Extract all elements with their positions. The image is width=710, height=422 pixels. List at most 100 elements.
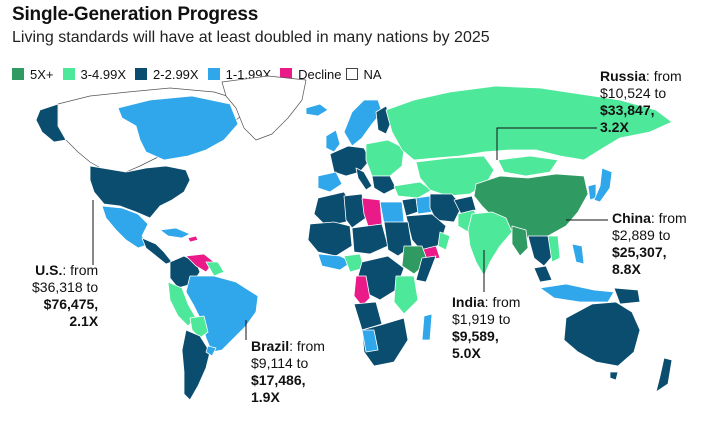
legend-label-2x: 2-2.99X: [153, 66, 199, 82]
callout-us-multiple: 2.1X: [69, 313, 99, 329]
region-brazil: [185, 275, 259, 353]
region-turkey: [393, 181, 433, 199]
region-niger-chad: [351, 223, 389, 255]
callout-brazil-multiple: 1.9X: [251, 389, 280, 405]
chart-title: Single-Generation Progress: [12, 4, 259, 25]
callout-china-to-value: $25,307,: [612, 244, 667, 260]
region-iberia: [317, 171, 343, 193]
callout-russia-to-value: $33,847,: [600, 102, 655, 118]
callout-brazil-from: : from: [289, 338, 325, 354]
region-japan: [593, 167, 613, 203]
callout-india-from: : from: [484, 294, 521, 310]
region-new-guinea: [613, 287, 641, 305]
region-philippines: [571, 243, 585, 265]
callout-russia-name: Russia: [600, 68, 646, 84]
region-malaysia: [533, 265, 553, 283]
callout-india-name: India: [452, 294, 485, 310]
callout-russia: Russia: from $10,524 to $33,847, 3.2X: [600, 68, 682, 136]
callout-us-from: : from: [62, 262, 99, 278]
region-italy: [355, 167, 373, 191]
callout-china-name: China: [612, 210, 651, 226]
region-namibia: [361, 329, 379, 353]
legend-item-decline: Decline: [280, 66, 342, 82]
callout-russia-from-value: $10,524 to: [600, 85, 667, 101]
region-east-europe: [365, 139, 405, 177]
region-arctic-islands: [117, 95, 239, 161]
region-caribbean: [159, 227, 191, 239]
callout-us-from-value: $36,318 to: [32, 279, 99, 295]
region-vietnam: [547, 235, 561, 263]
callout-china-line1: China: from: [612, 210, 687, 227]
region-iran: [429, 193, 463, 223]
region-iceland: [305, 103, 329, 117]
callout-brazil-from-value: $9,114 to: [251, 355, 309, 371]
region-indonesia: [539, 283, 615, 303]
callout-china: China: from $2,889 to $25,307, 8.8X: [612, 210, 687, 278]
region-new-zealand: [655, 357, 673, 393]
callout-china-multiple: 8.8X: [612, 261, 641, 277]
callout-us-to-value: $76,475,: [43, 296, 99, 312]
region-uruguay: [205, 345, 217, 357]
callout-india: India: from $1,919 to $9,589, 5.0X: [452, 294, 520, 362]
callout-us: U.S.: from $36,318 to $76,475, 2.1X: [32, 262, 98, 330]
region-argentina: [181, 329, 211, 401]
legend-label-3x: 3-4.99X: [80, 66, 127, 82]
callout-india-line1: India: from: [452, 294, 520, 311]
region-central-america: [141, 237, 173, 265]
callout-russia-multiple: 3.2X: [600, 119, 629, 135]
callout-russia-from: : from: [645, 68, 682, 84]
region-angola: [353, 301, 383, 331]
callout-russia-line1: Russia: from: [600, 68, 682, 85]
legend-label-5x: 5X+: [30, 66, 54, 82]
callout-brazil-to-value: $17,486,: [251, 372, 306, 388]
region-congo-decline: [353, 275, 371, 307]
callout-us-name: U.S.: [35, 262, 63, 278]
legend-swatch-na: [345, 68, 358, 80]
region-australia: [563, 301, 641, 367]
region-west-africa-coast: [317, 253, 353, 271]
leader-russia: [496, 127, 597, 160]
region-russia: [385, 85, 673, 161]
legend-item-3x: 3-4.99X: [62, 66, 127, 82]
callout-brazil-line1: Brazil: from: [251, 338, 325, 355]
legend-swatch-1x: [207, 68, 220, 80]
legend-swatch-2x: [135, 68, 148, 80]
region-tasmania: [609, 371, 619, 381]
legend-label-decline: Decline: [298, 66, 342, 82]
callout-india-from-value: $1,919 to: [452, 311, 511, 327]
legend-swatch-decline: [280, 68, 293, 80]
region-east-africa: [393, 275, 419, 315]
region-levant: [401, 197, 419, 217]
region-bolivia: [189, 315, 209, 339]
chart-subtitle: Living standards will have at least doub…: [12, 29, 490, 46]
region-india: [467, 211, 513, 277]
region-libya: [361, 197, 383, 227]
region-egypt: [379, 201, 405, 225]
region-oman: [437, 231, 451, 251]
region-somalia: [415, 255, 437, 283]
region-mongolia: [497, 155, 559, 177]
region-balkans: [371, 175, 397, 195]
region-sahel-west: [307, 221, 353, 257]
region-scandinavia: [343, 99, 383, 147]
region-alaska: [35, 103, 67, 143]
legend-swatch-3x: [62, 68, 75, 80]
region-greenland: [221, 75, 307, 141]
legend-item-5x: 5X+: [12, 67, 54, 82]
region-madagascar: [421, 313, 433, 341]
region-north-africa-west: [313, 191, 353, 227]
legend-item-na: NA: [345, 66, 382, 82]
callout-us-line1: U.S.: from: [32, 262, 98, 279]
callout-brazil-name: Brazil: [251, 338, 290, 354]
callout-india-to-value: $9,589,: [452, 328, 499, 344]
region-guianas: [205, 261, 225, 277]
callout-china-from: : from: [650, 210, 687, 226]
legend-label-na: NA: [363, 66, 382, 82]
callout-india-multiple: 5.0X: [452, 345, 481, 361]
region-algeria: [343, 193, 367, 229]
region-myanmar: [511, 225, 529, 257]
legend-item-2x: 2-2.99X: [135, 67, 199, 82]
region-united-states: [89, 165, 191, 219]
callout-brazil: Brazil: from $9,114 to $17,486, 1.9X: [251, 338, 325, 406]
